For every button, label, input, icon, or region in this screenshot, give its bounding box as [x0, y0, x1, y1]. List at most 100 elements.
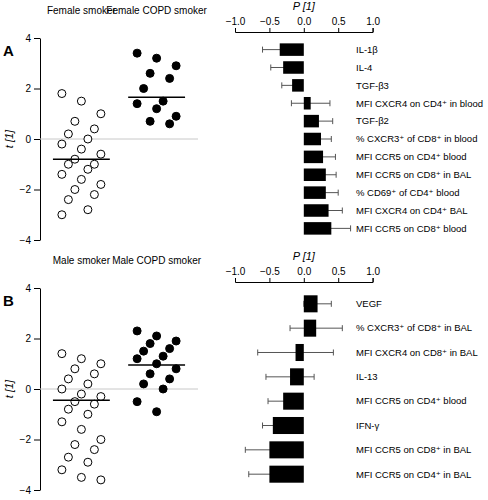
error-cap [262, 47, 263, 53]
bar [269, 441, 303, 458]
bar [304, 295, 318, 312]
x-axis: −1.0−0.50.00.51.0 [226, 16, 381, 33]
tick-label: 2 [25, 333, 31, 344]
tick: −4 [20, 235, 40, 246]
reference-line [40, 139, 198, 140]
tick: 2 [25, 333, 40, 344]
point [166, 74, 174, 82]
tick-mark [373, 28, 374, 32]
point [159, 97, 167, 105]
tick: −0.5 [260, 16, 280, 32]
point [133, 398, 141, 406]
tick-label: 2 [25, 83, 31, 94]
category-label: MFI CXCR4 on CD4⁺ BAL [356, 205, 468, 216]
bar [292, 79, 304, 92]
bar [304, 222, 332, 235]
tick: 0.5 [332, 16, 346, 32]
error-cap [342, 208, 343, 214]
tick-label: 0 [25, 384, 31, 395]
point [58, 385, 66, 393]
point [140, 380, 148, 388]
tick-label: −1.0 [226, 266, 246, 277]
category-label: MFI CCR5 on CD4⁺ blood [356, 151, 467, 162]
point [84, 135, 92, 143]
point [97, 150, 105, 158]
point [90, 370, 98, 378]
point [146, 69, 154, 77]
tick-mark [34, 38, 40, 39]
tick-mark [338, 28, 339, 32]
point [71, 441, 79, 449]
point [153, 332, 161, 340]
point [90, 446, 98, 454]
category-label: MFI CXCR4 on CD8⁺ in BAL [356, 347, 478, 358]
point [146, 370, 154, 378]
point [58, 466, 66, 474]
category-label: % CD69⁺ of CD4⁺ blood [356, 187, 460, 198]
tick-mark [373, 278, 374, 282]
point [97, 393, 105, 401]
tick-label: 4 [25, 33, 31, 44]
bar [304, 133, 321, 146]
point [77, 425, 85, 433]
group-label: Male smoker [53, 255, 111, 266]
tick-label: −4 [20, 235, 32, 246]
category-label: MFI CCR5 on CD4⁺ blood [356, 395, 467, 406]
tick-label: 0.5 [332, 16, 346, 27]
axis-title: P [1] [293, 0, 316, 12]
error-cap [265, 374, 266, 380]
bar [273, 417, 304, 434]
bar [283, 393, 304, 410]
error-cap [350, 225, 351, 231]
point [84, 380, 92, 388]
category-label: IFN-γ [356, 420, 379, 431]
point [64, 196, 72, 204]
tick-label: −4 [20, 485, 32, 496]
bar [290, 368, 304, 385]
point [172, 365, 180, 373]
plot-area [245, 295, 342, 482]
error-cap [268, 398, 269, 404]
error-line [266, 376, 314, 377]
mean-line [53, 158, 110, 160]
tick: 1.0 [366, 266, 380, 282]
error-cap [335, 154, 336, 160]
point [84, 458, 92, 466]
axis-title: t [1] [3, 129, 15, 148]
point [58, 211, 66, 219]
y-axis: −4 −2 0 2 4 [20, 283, 41, 496]
category-label: IL-13 [356, 371, 378, 382]
tick-mark [34, 339, 40, 340]
plot-area [263, 43, 351, 234]
point [172, 112, 180, 120]
error-bar [290, 325, 342, 331]
bar [304, 186, 326, 199]
tick-mark [34, 389, 40, 390]
tick-mark [34, 240, 40, 241]
point [58, 418, 66, 426]
point [140, 347, 148, 355]
point [64, 160, 72, 168]
tick-label: −0.5 [260, 266, 280, 277]
tick-label: −2 [20, 434, 32, 445]
point [64, 130, 72, 138]
tick-label: 4 [25, 283, 31, 294]
error-cap [331, 301, 332, 307]
point [133, 49, 141, 57]
error-cap [262, 423, 263, 429]
panel-label: A [3, 42, 14, 59]
point [166, 345, 174, 353]
point [77, 145, 85, 153]
point [97, 476, 105, 484]
tick: −0.5 [260, 266, 280, 282]
point [84, 206, 92, 214]
bar [283, 61, 304, 74]
category-label: MFI CCR5 on CD8⁺ blood [356, 223, 467, 234]
point [77, 390, 85, 398]
point [71, 365, 79, 373]
point [64, 375, 72, 383]
tick-mark [304, 278, 305, 282]
axis-line [236, 278, 374, 283]
tick-mark [34, 89, 40, 90]
error-cap [290, 325, 291, 331]
